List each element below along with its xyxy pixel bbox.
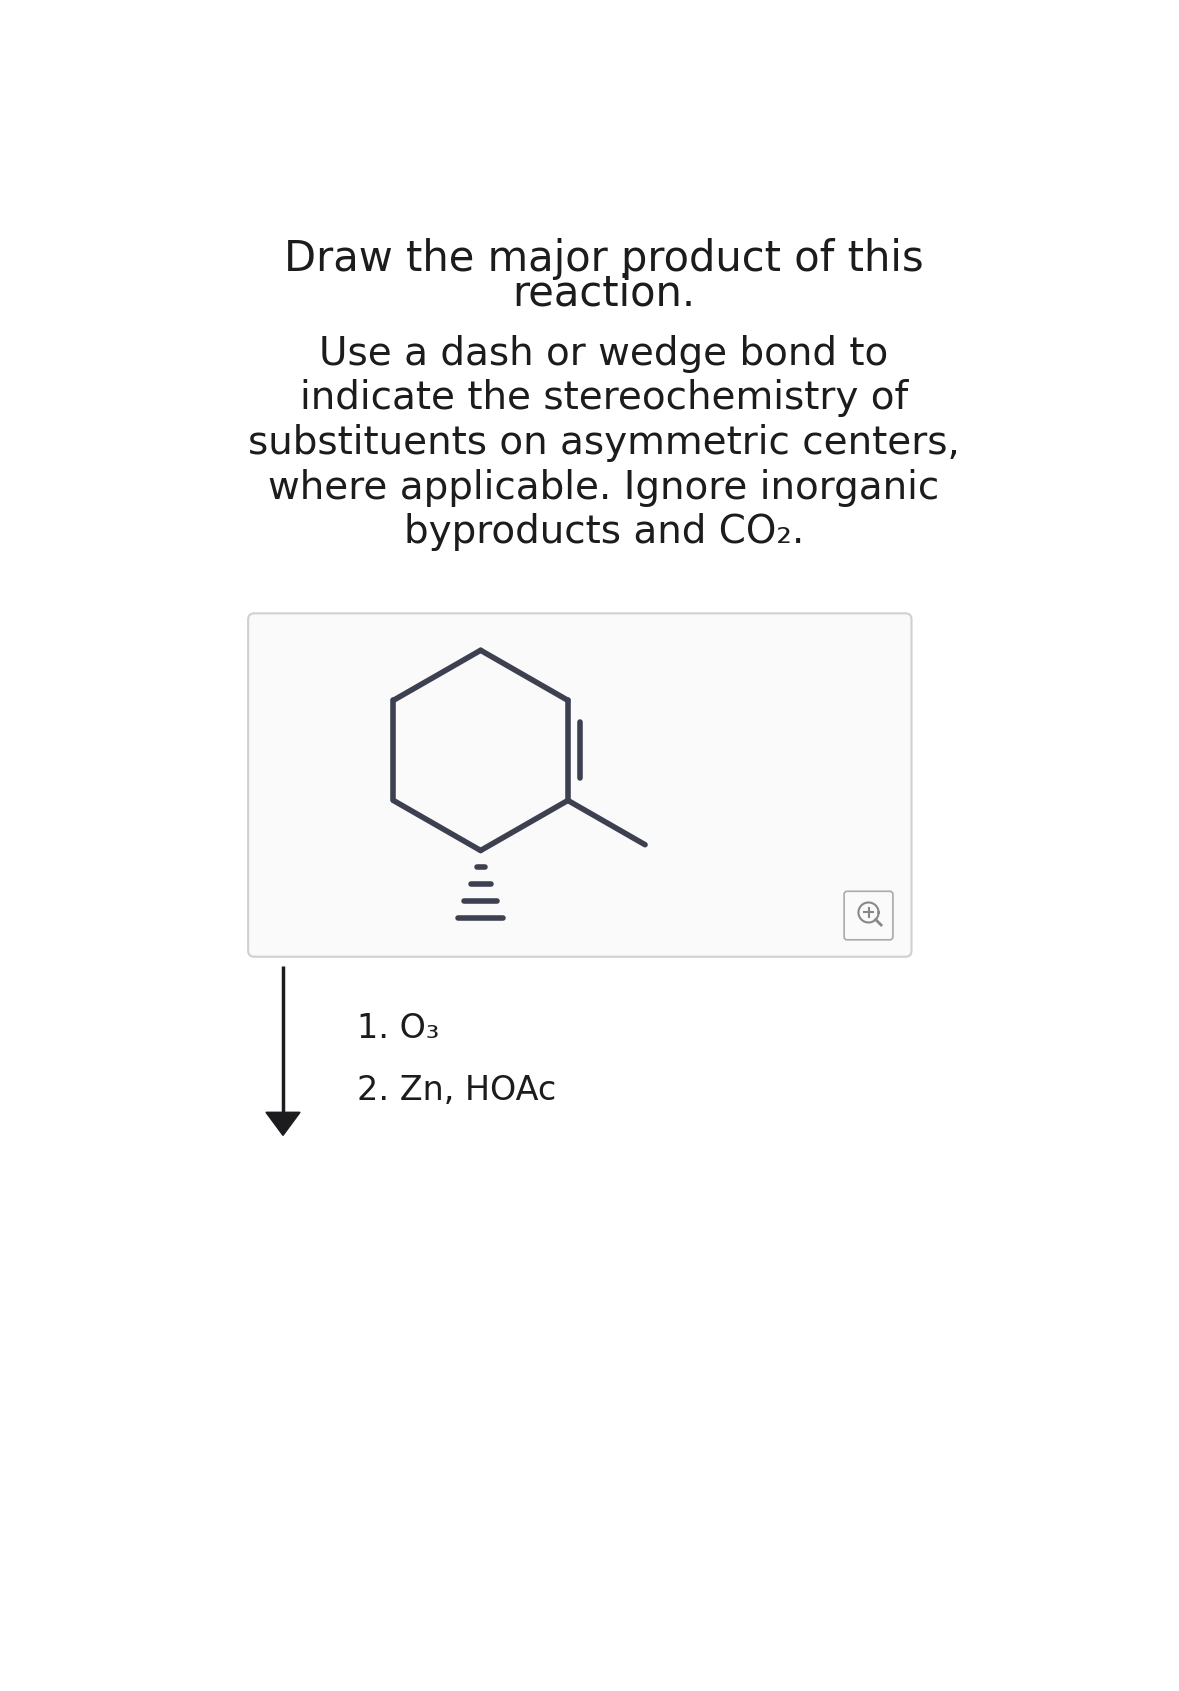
FancyBboxPatch shape	[844, 891, 893, 940]
Text: Draw the major product of this: Draw the major product of this	[284, 238, 923, 281]
Text: Use a dash or wedge bond to: Use a dash or wedge bond to	[320, 335, 889, 372]
Text: substituents on asymmetric centers,: substituents on asymmetric centers,	[248, 424, 960, 462]
Text: where applicable. Ignore inorganic: where applicable. Ignore inorganic	[269, 468, 940, 507]
Text: indicate the stereochemistry of: indicate the stereochemistry of	[299, 379, 908, 418]
Polygon shape	[266, 1113, 299, 1135]
Text: 2. Zn, HOAc: 2. Zn, HOAc	[356, 1074, 555, 1108]
FancyBboxPatch shape	[248, 614, 911, 957]
Text: reaction.: reaction.	[513, 272, 696, 315]
Text: byproducts and CO₂.: byproducts and CO₂.	[403, 514, 804, 551]
Text: 1. O₃: 1. O₃	[356, 1013, 439, 1045]
